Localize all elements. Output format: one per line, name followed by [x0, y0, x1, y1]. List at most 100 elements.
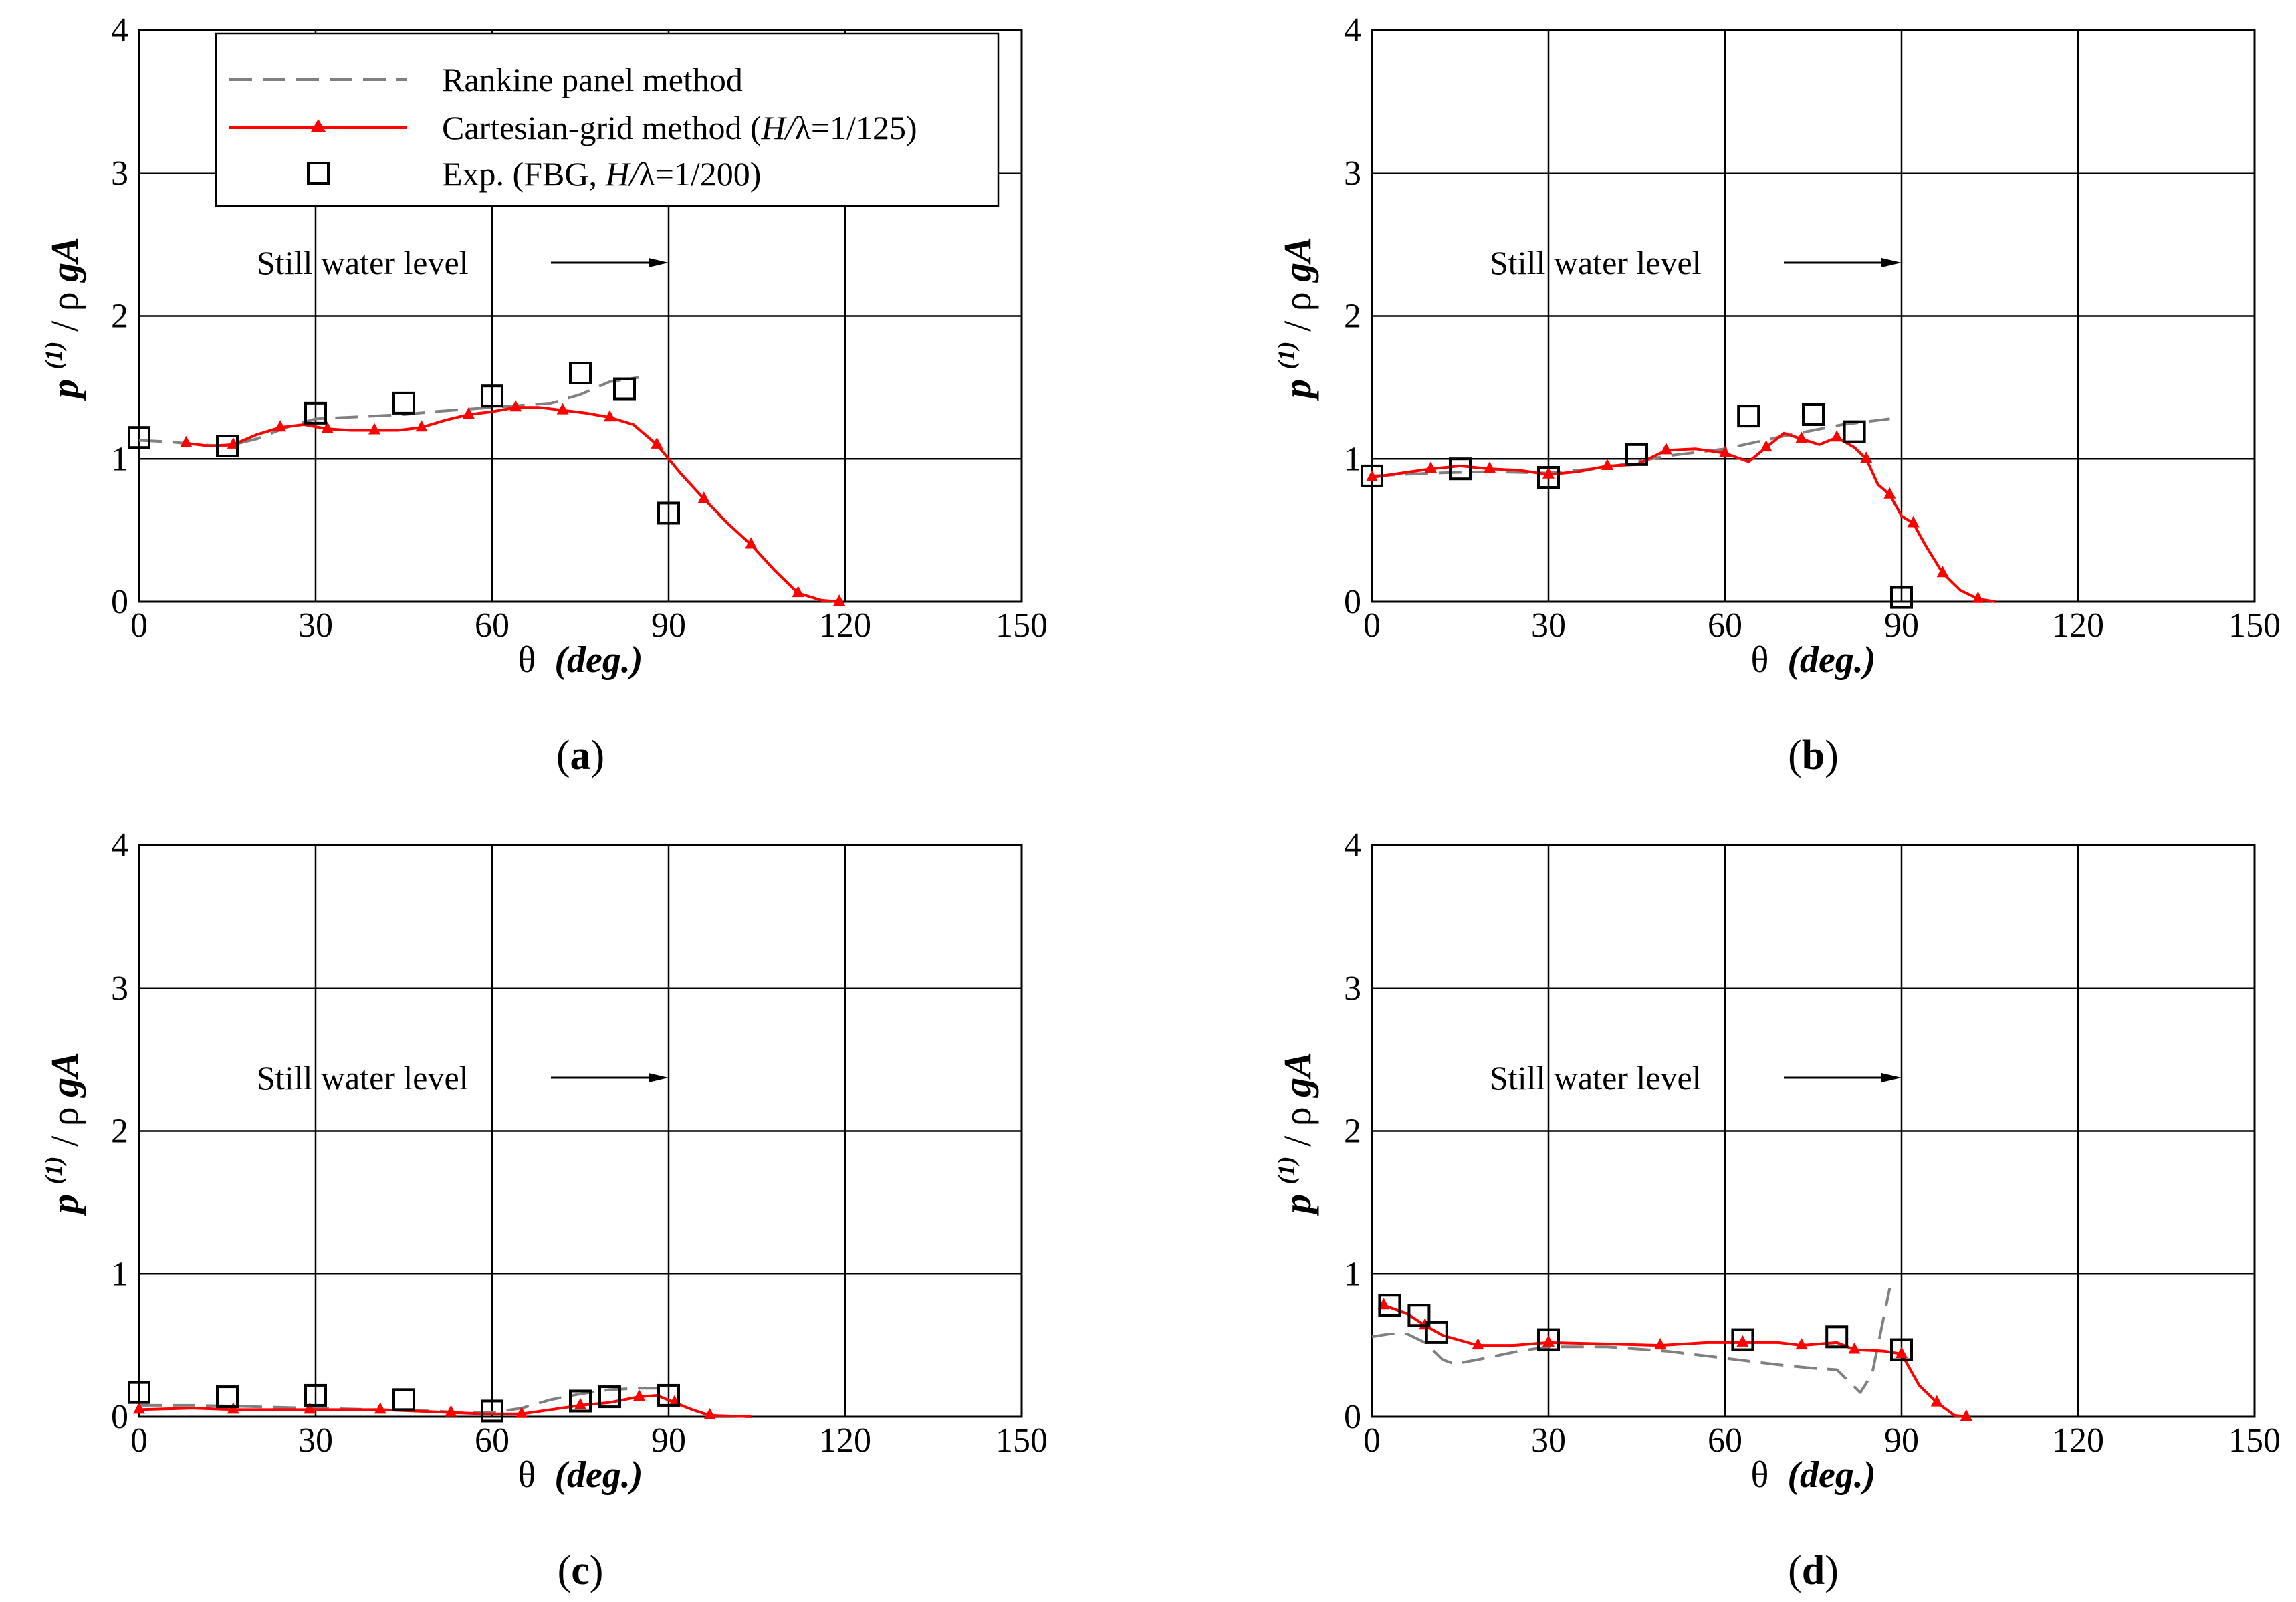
- still-water-arrow-c: [551, 1073, 669, 1082]
- exp-point-d-2: [1425, 1321, 1448, 1344]
- series-layer-b: [1361, 403, 1996, 609]
- x-tick-label-b-150: 150: [2228, 606, 2281, 645]
- x-tick-label-b-60: 60: [1708, 606, 1742, 645]
- y-axis-p-b: p: [1276, 379, 1319, 402]
- panel-caption-d: (d): [1788, 1548, 1839, 1593]
- exp-point-c-2: [304, 1383, 327, 1407]
- exp-point-c-3: [392, 1388, 415, 1411]
- cartesian-point-d-10: [1736, 1335, 1749, 1347]
- cartesian-point-a-28: [833, 594, 846, 606]
- y-axis-label-a: p (1) / ρ gA: [27, 237, 86, 402]
- cartesian-point-b-16: [1795, 431, 1808, 443]
- y-tick-label-a-2: 2: [111, 298, 128, 336]
- x-axis-unit-a: (deg.): [554, 639, 643, 681]
- x-tick-label-b-90: 90: [1884, 606, 1919, 645]
- cartesian-point-b-24: [1907, 516, 1920, 528]
- x-tick-label-b-0: 0: [1363, 606, 1381, 645]
- y-tick-label-d-1: 1: [1344, 1255, 1361, 1293]
- cartesian-point-b-18: [1831, 430, 1843, 442]
- exp-point-b-4: [1737, 405, 1760, 428]
- x-axis-label-c: θ (deg.): [518, 1454, 643, 1496]
- legend: Rankine panel method Cartesian-grid meth…: [215, 32, 1000, 207]
- x-tick-label-d-0: 0: [1363, 1421, 1381, 1460]
- cartesian-point-a-8: [368, 423, 380, 435]
- cartesian-point-c-14: [633, 1389, 645, 1401]
- cartesian-point-d-18: [1930, 1395, 1943, 1407]
- x-axis-symbol-d: θ: [1751, 1454, 1769, 1496]
- legend-cartesian-marker: [311, 119, 326, 132]
- x-tick-label-d-120: 120: [2052, 1421, 2104, 1460]
- y-tick-label-c-4: 4: [111, 826, 128, 865]
- grid-b: [1372, 30, 2255, 602]
- legend-cartesian-suffix: λ=1/125): [795, 109, 917, 146]
- panel-a: 0 30 60 90 120 150 0 1 2 3 4 Still water level θ (…: [27, 11, 1048, 778]
- y-axis-p-c: p: [43, 1194, 86, 1217]
- x-axis-label-a: θ (deg.): [518, 639, 643, 681]
- cartesian-point-d-4: [1472, 1338, 1484, 1350]
- cartesian-point-b-14: [1760, 440, 1772, 452]
- cartesian-point-a-20: [651, 437, 663, 449]
- cartesian-point-a-22: [697, 491, 710, 503]
- series-layer-a: [128, 362, 846, 606]
- tick-labels-c: 0 30 60 90 120 150 0 1 2 3 4: [111, 826, 1048, 1460]
- exp-point-c-7: [657, 1383, 680, 1407]
- y-tick-label-d-0: 0: [1344, 1398, 1361, 1436]
- panel-caption-b: (b): [1788, 733, 1839, 778]
- legend-exp-italic: H/: [604, 155, 641, 193]
- still-water-arrow-d: [1784, 1073, 1902, 1082]
- y-tick-label-d-2: 2: [1344, 1113, 1361, 1151]
- panel-b: 0 30 60 90 120 150 0 1 2 3 4 Still water level θ (…: [1260, 11, 2281, 778]
- exp-point-d-6: [1890, 1338, 1913, 1361]
- x-tick-label-a-60: 60: [475, 606, 509, 645]
- cartesian-point-b-10: [1660, 443, 1672, 455]
- cartesian-point-b-26: [1936, 566, 1949, 578]
- exp-point-c-5: [569, 1389, 592, 1413]
- still-water-label-b: Still water level: [1490, 244, 1702, 281]
- cartesian-point-b-4: [1484, 461, 1496, 473]
- exp-point-b-0: [1361, 464, 1383, 487]
- y-axis-p-d: p: [1276, 1194, 1319, 1217]
- x-tick-label-a-150: 150: [996, 606, 1048, 645]
- y-axis-label-d: p (1) / ρ gA: [1260, 1052, 1319, 1217]
- x-axis-unit-b: (deg.): [1787, 639, 1875, 681]
- y-axis-sup-a: (1): [40, 341, 67, 369]
- grid-c: [139, 845, 1022, 1417]
- exp-point-b-7: [1890, 586, 1913, 609]
- exp-point-b-6: [1843, 420, 1866, 443]
- cartesian-point-b-8: [1601, 458, 1613, 470]
- cartesian-point-a-24: [745, 537, 758, 549]
- exp-point-d-1: [1407, 1304, 1431, 1327]
- x-axis-symbol-c: θ: [518, 1454, 536, 1496]
- legend-cartesian-italic: H/: [761, 109, 798, 146]
- y-tick-label-d-4: 4: [1344, 826, 1361, 865]
- exp-point-d-3: [1537, 1328, 1560, 1351]
- series-layer-d: [1371, 1288, 1972, 1421]
- exp-point-b-5: [1802, 403, 1825, 426]
- legend-exp-suffix: λ=1/200): [639, 155, 761, 193]
- y-tick-label-c-0: 0: [111, 1398, 128, 1436]
- y-tick-label-a-0: 0: [111, 583, 128, 621]
- y-axis-label-b: p (1) / ρ gA: [1260, 237, 1319, 402]
- cartesian-point-c-0: [133, 1402, 145, 1414]
- y-axis-sup-c: (1): [40, 1156, 67, 1184]
- exp-point-c-4: [481, 1399, 503, 1423]
- x-tick-label-c-0: 0: [130, 1421, 148, 1460]
- exp-point-a-3: [392, 391, 415, 415]
- still-water-label-c: Still water level: [257, 1059, 469, 1097]
- cartesian-point-a-0: [180, 435, 193, 447]
- still-water-arrow-head-d: [1881, 1073, 1902, 1082]
- legend-exp-prefix: Exp. (FBG,: [442, 155, 605, 193]
- still-water-arrow-b: [1784, 258, 1902, 267]
- x-tick-label-b-30: 30: [1531, 606, 1566, 645]
- y-tick-label-b-4: 4: [1344, 11, 1361, 49]
- cartesian-point-a-6: [321, 421, 334, 433]
- y-axis-label-c: p (1) / ρ gA: [27, 1052, 86, 1217]
- exp-point-a-7: [657, 501, 680, 525]
- x-tick-label-a-0: 0: [130, 606, 148, 645]
- y-axis-rest-b: / ρ: [1276, 292, 1319, 332]
- still-water-arrow-head-b: [1881, 258, 1902, 267]
- y-axis-bold-b: gA: [1276, 237, 1319, 283]
- y-tick-label-a-3: 3: [111, 154, 128, 193]
- tick-labels-b: 0 30 60 90 120 150 0 1 2 3 4: [1344, 11, 2281, 645]
- cartesian-point-a-16: [556, 403, 569, 415]
